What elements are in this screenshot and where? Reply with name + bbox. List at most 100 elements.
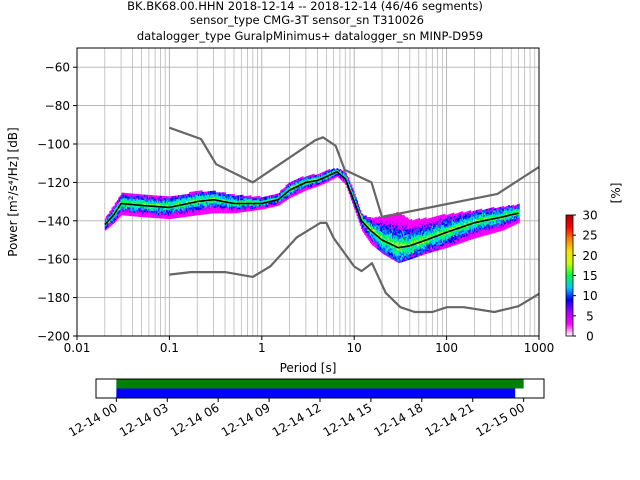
psd-density-cell xyxy=(328,170,331,173)
psd-density-cell xyxy=(355,202,357,205)
psd-density-cell xyxy=(501,213,504,216)
psd-density-cell xyxy=(258,195,261,198)
psd-density-cell xyxy=(406,232,408,235)
psd-density-cell xyxy=(183,199,185,202)
psd-density-cell xyxy=(476,220,478,223)
psd-density-cell xyxy=(472,231,475,234)
psd-density-cell xyxy=(415,224,417,227)
psd-density-cell xyxy=(377,227,379,230)
psd-density-cell xyxy=(471,216,474,219)
psd-density-cell xyxy=(171,208,173,211)
psd-density-cell xyxy=(182,196,184,199)
psd-density-cell xyxy=(442,222,445,225)
psd-density-cell xyxy=(203,197,205,199)
psd-density-cell xyxy=(217,207,220,210)
psd-density-cell xyxy=(197,192,200,195)
psd-density-cell xyxy=(355,200,357,203)
psd-density-cell xyxy=(382,218,384,221)
psd-density-cell xyxy=(220,192,222,195)
psd-density-cell xyxy=(480,227,483,230)
psd-density-cell xyxy=(399,236,402,239)
psd-density-cell xyxy=(150,200,152,203)
psd-density-cell xyxy=(368,220,371,223)
psd-density-cell xyxy=(155,212,158,215)
psd-density-cell xyxy=(452,240,455,243)
psd-density-cell xyxy=(399,252,402,255)
psd-density-cell xyxy=(444,234,446,237)
psd-density-cell xyxy=(512,204,515,207)
psd-density-cell xyxy=(390,220,393,223)
psd-density-cell xyxy=(313,178,315,181)
psd-density-cell xyxy=(130,193,132,196)
psd-density-cell xyxy=(445,242,447,245)
psd-density-cell xyxy=(375,232,377,235)
psd-density-cell xyxy=(427,218,429,221)
psd-density-cell xyxy=(212,194,214,197)
psd-density-cell xyxy=(399,245,402,248)
psd-density-cell xyxy=(386,245,388,248)
psd-density-cell xyxy=(510,205,513,208)
psd-density-cell xyxy=(466,220,468,223)
psd-density-cell xyxy=(231,201,233,203)
psd-density-cell xyxy=(202,209,204,212)
psd-density-cell xyxy=(253,208,255,211)
psd-density-cell xyxy=(325,174,327,177)
psd-density-cell xyxy=(468,236,470,239)
psd-density-cell xyxy=(186,204,189,207)
psd-density-cell xyxy=(144,194,147,197)
psd-density-cell xyxy=(231,195,233,198)
psd-density-cell xyxy=(156,202,159,205)
psd-density-cell xyxy=(289,194,292,197)
psd-density-cell xyxy=(145,201,148,204)
psd-density-cell xyxy=(441,219,444,222)
psd-density-cell xyxy=(189,209,191,212)
psd-density-cell xyxy=(382,248,384,251)
psd-density-cell xyxy=(428,242,430,245)
psd-density-cell xyxy=(488,211,490,214)
psd-density-cell xyxy=(299,189,302,192)
psd-density-cell xyxy=(386,224,388,227)
psd-density-cell xyxy=(380,219,383,222)
psd-density-cell xyxy=(488,225,490,228)
psd-density-cell xyxy=(353,202,355,205)
psd-density-cell xyxy=(303,186,305,189)
psd-density-cell xyxy=(442,229,445,232)
psd-density-cell xyxy=(126,208,129,211)
psd-density-cell xyxy=(462,236,465,239)
psd-density-cell xyxy=(474,226,476,229)
psd-density-cell xyxy=(394,229,396,232)
psd-density-cell xyxy=(370,237,373,240)
psd-density-cell xyxy=(478,216,480,219)
psd-density-cell xyxy=(181,206,183,209)
psd-density-cell xyxy=(511,215,514,218)
psd-density-cell xyxy=(468,234,470,237)
psd-density-cell xyxy=(423,252,425,255)
psd-density-cell xyxy=(166,208,169,211)
psd-density-cell xyxy=(390,253,393,256)
psd-density-cell xyxy=(205,195,208,197)
psd-density-cell xyxy=(357,217,360,220)
psd-density-cell xyxy=(205,196,208,199)
psd-density-cell xyxy=(390,218,393,221)
psd-density-cell xyxy=(267,197,270,200)
psd-density-cell xyxy=(200,212,202,215)
psd-density-cell xyxy=(452,216,455,219)
psd-density-cell xyxy=(464,231,466,234)
psd-density-cell xyxy=(123,192,126,195)
psd-density-cell xyxy=(385,234,387,237)
psd-density-cell xyxy=(132,195,134,198)
psd-density-cell xyxy=(274,204,276,207)
psd-density-cell xyxy=(446,239,448,242)
psd-density-cell xyxy=(489,220,491,222)
psd-density-cell xyxy=(390,225,393,228)
psd-density-cell xyxy=(472,233,475,236)
psd-density-cell xyxy=(461,214,464,217)
psd-density-cell xyxy=(465,222,467,225)
psd-density-cell xyxy=(104,226,107,229)
psd-density-cell xyxy=(203,191,205,194)
psd-density-cell xyxy=(165,215,168,218)
psd-density-cell xyxy=(379,236,382,238)
psd-density-cell xyxy=(456,218,458,221)
psd-density-cell xyxy=(217,209,220,212)
psd-density-cell xyxy=(419,229,422,232)
